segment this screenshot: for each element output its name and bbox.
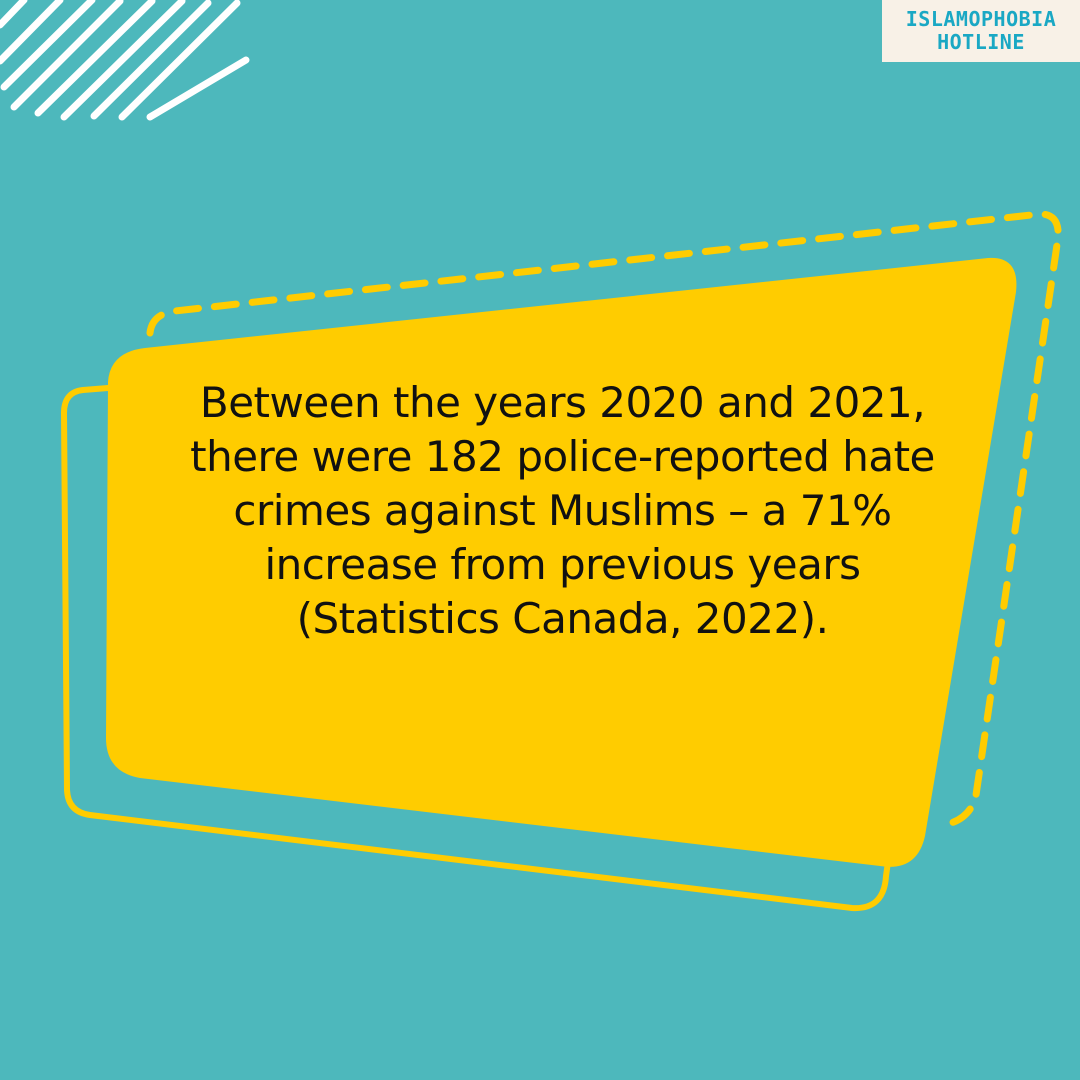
dashed-frame-outline <box>146 210 1062 830</box>
quote-text: Between the years 2020 and 2021, there w… <box>190 378 935 643</box>
solid-frame-outline <box>61 385 891 912</box>
diagonal-stripes-icon <box>0 0 250 121</box>
brand-name-line-2: HOTLINE <box>937 30 1025 54</box>
brand-badge: ISLAMOPHOBIA HOTLINE <box>882 0 1080 62</box>
brand-name-line-1: ISLAMOPHOBIA <box>905 7 1057 31</box>
quote-card-shape <box>106 257 1017 867</box>
